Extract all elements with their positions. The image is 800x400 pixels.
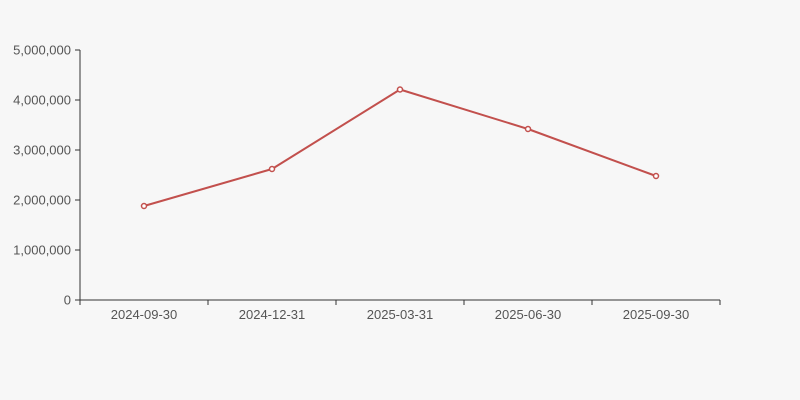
y-axis-tick-label: 3,000,000: [13, 143, 71, 158]
data-point-marker[interactable]: [524, 125, 532, 133]
y-axis-tick-label: 0: [64, 293, 71, 308]
y-axis-tick-label: 2,000,000: [13, 193, 71, 208]
y-axis-tick-label: 1,000,000: [13, 243, 71, 258]
y-axis-tick-label: 4,000,000: [13, 93, 71, 108]
data-point-marker[interactable]: [140, 202, 148, 210]
x-axis-tick-label: 2024-12-31: [239, 307, 306, 322]
x-axis-tick-label: 2025-03-31: [367, 307, 434, 322]
y-axis-tick-label: 5,000,000: [13, 43, 71, 58]
x-axis-tick-label: 2025-06-30: [495, 307, 562, 322]
x-axis-tick-label: 2024-09-30: [111, 307, 178, 322]
data-point-marker[interactable]: [652, 172, 660, 180]
x-axis-tick-label: 2025-09-30: [623, 307, 690, 322]
series-line: [143, 88, 657, 207]
data-point-marker[interactable]: [396, 86, 404, 93]
data-point-marker[interactable]: [268, 165, 276, 173]
